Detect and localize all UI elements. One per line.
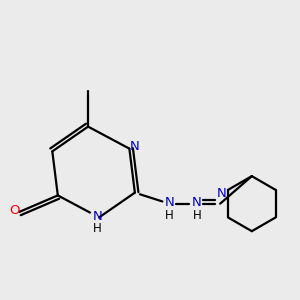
Text: H: H (165, 209, 174, 222)
Text: O: O (9, 204, 20, 217)
Text: N: N (129, 140, 139, 153)
Text: H: H (192, 209, 201, 222)
Text: H: H (93, 223, 102, 236)
Text: N: N (93, 209, 103, 223)
Text: N: N (164, 196, 174, 209)
Text: N: N (217, 187, 226, 200)
Text: N: N (192, 196, 202, 209)
